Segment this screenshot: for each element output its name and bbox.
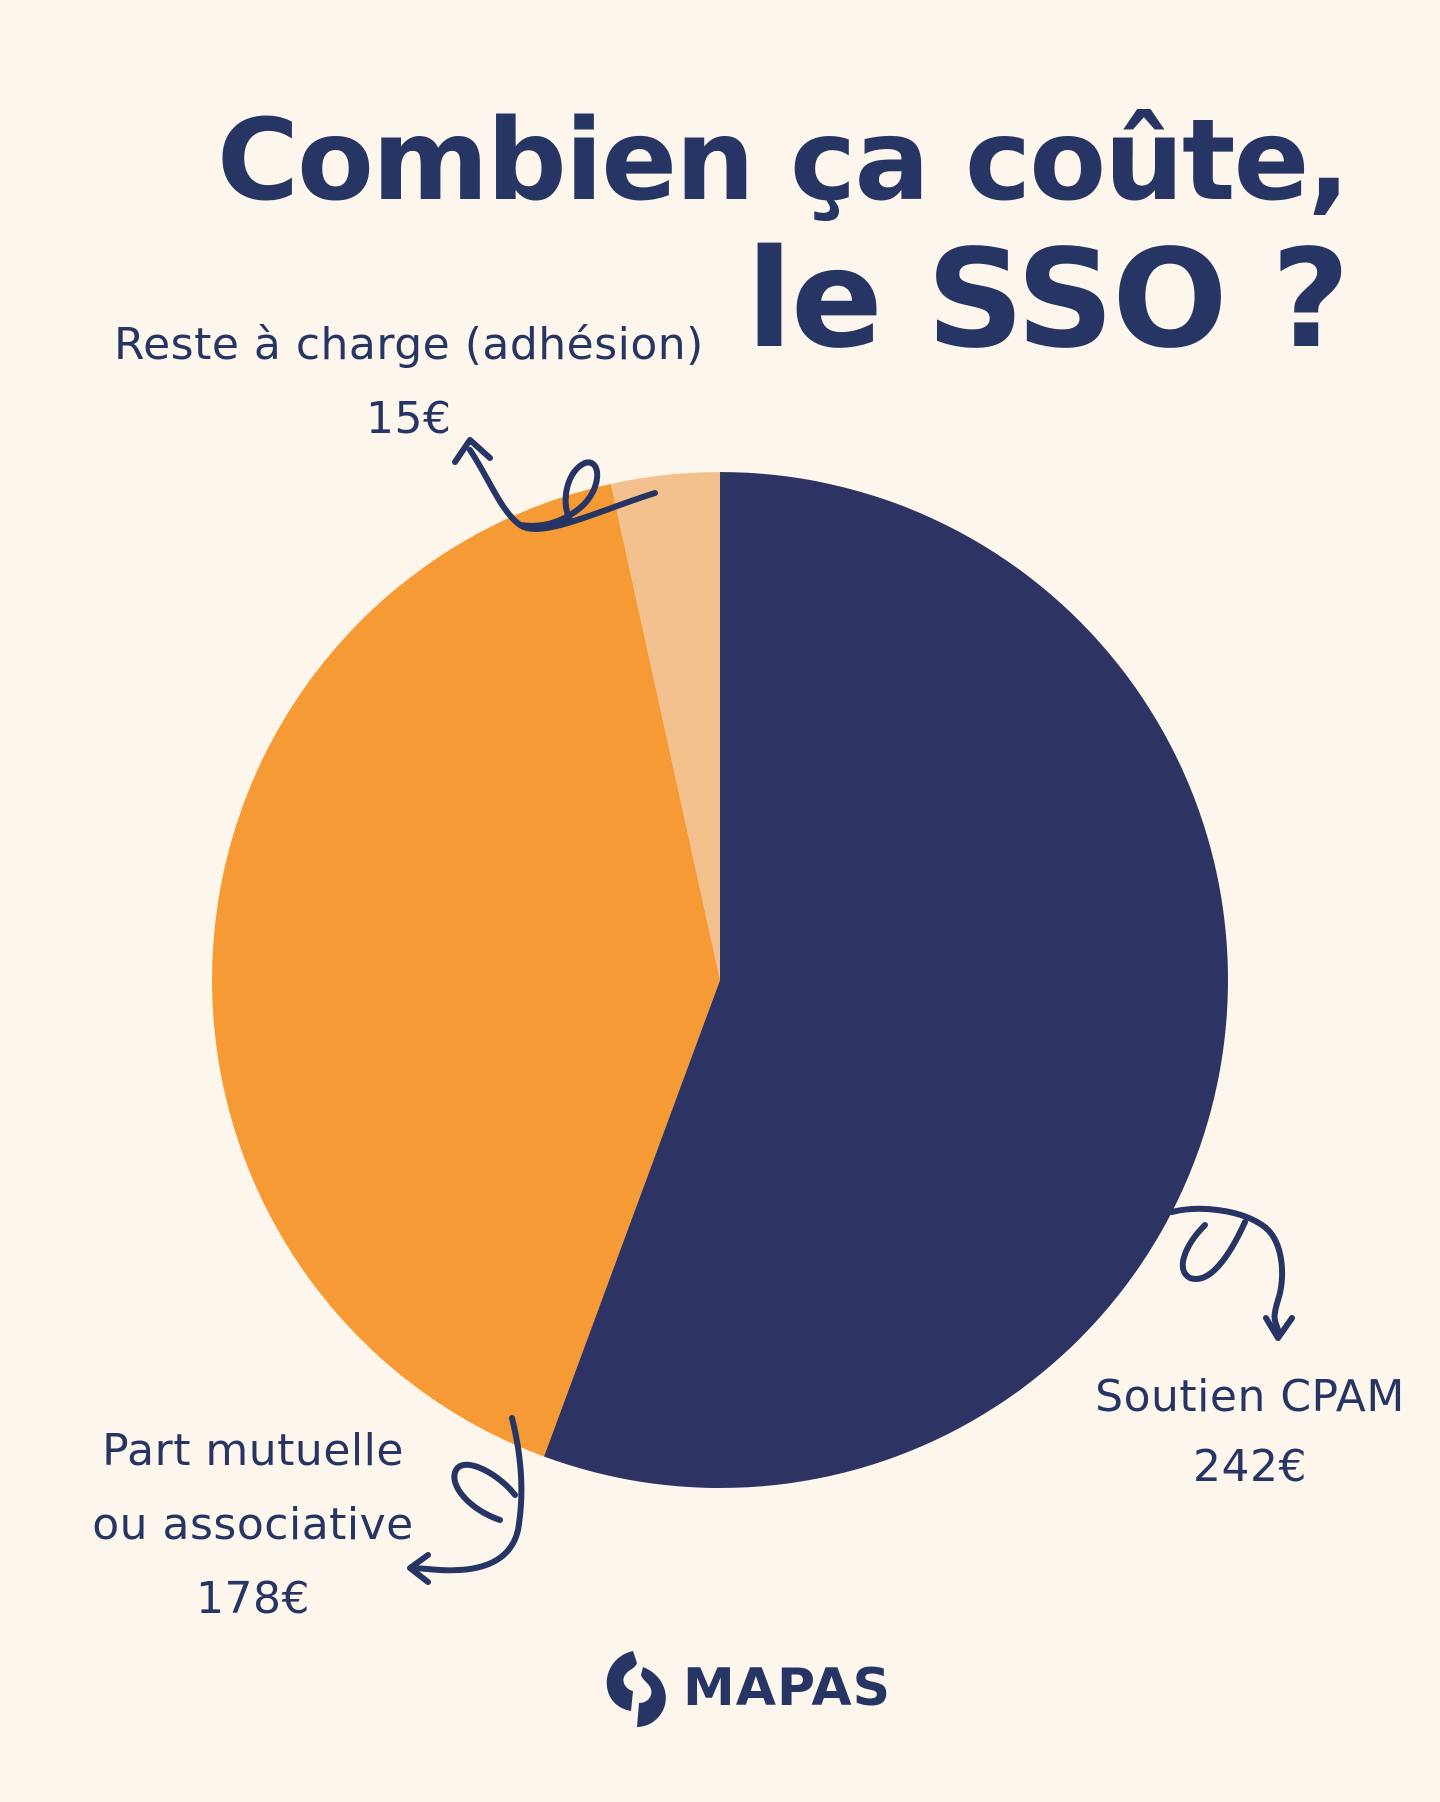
arrow-reste (452, 437, 658, 532)
label-reste-value: 15€ (366, 393, 452, 444)
label-soutien-cpam: Soutien CPAM 242€ (1080, 1370, 1420, 1494)
arrow-mutuelle (407, 1415, 525, 1585)
arrow-cpam (1169, 1205, 1295, 1341)
label-mutuelle-line-2: ou associative (92, 1499, 414, 1550)
label-cpam-value: 242€ (1193, 1441, 1307, 1492)
label-mutuelle-line-1: Part mutuelle (102, 1425, 404, 1476)
pie-slices (212, 472, 1229, 1489)
page-title: Combien ça coûte, le SSO ? (216, 96, 1350, 379)
label-cpam-text: Soutien CPAM (1095, 1371, 1405, 1422)
label-reste-a-charge: Reste à charge (adhésion) 15€ (114, 318, 704, 446)
pie-slice-part-mutuelle-ou-associative (212, 483, 720, 1457)
mapas-logo-icon (606, 1651, 666, 1727)
pie-slice-reste-charge-adh-sion (610, 472, 720, 980)
title-line-1: Combien ça coûte, (216, 96, 1350, 226)
mapas-logo: MAPAS (603, 1645, 891, 1731)
title-line-2: le SSO ? (746, 221, 1350, 379)
label-reste-text: Reste à charge (adhésion) (114, 319, 704, 370)
pie-slice-soutien-cpam (543, 472, 1229, 1489)
label-part-mutuelle: Part mutuelle ou associative 178€ (80, 1424, 426, 1626)
label-mutuelle-value: 178€ (196, 1573, 310, 1624)
mapas-logo-text: MAPAS (683, 1658, 892, 1718)
